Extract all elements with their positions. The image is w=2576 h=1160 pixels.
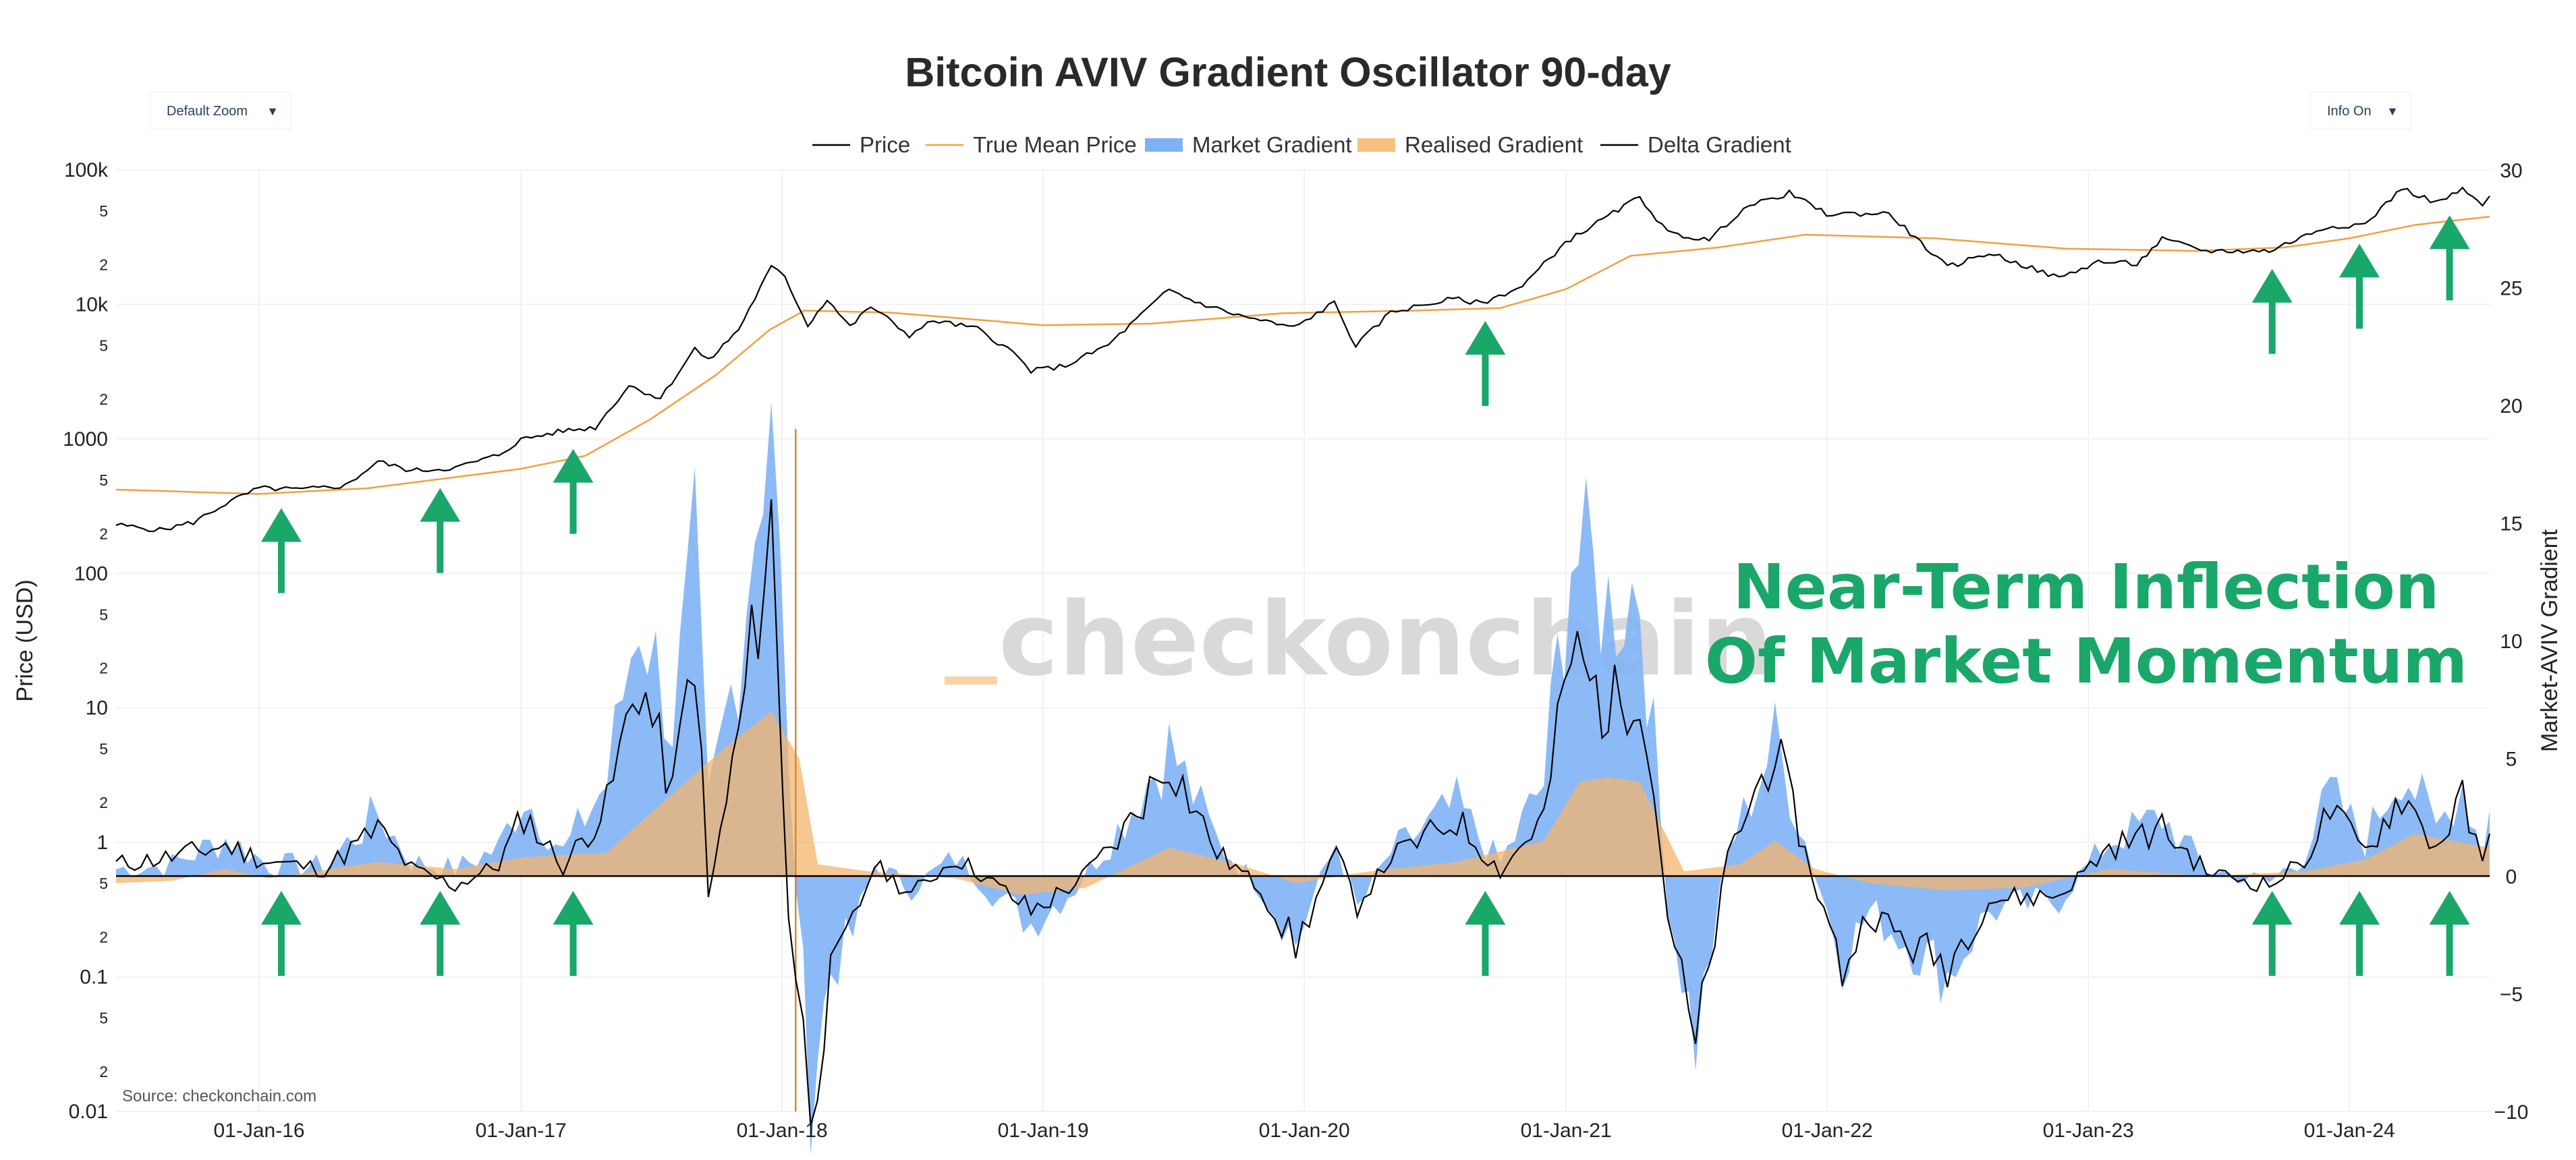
y-right-tick-label: 5 xyxy=(2506,749,2517,771)
watermark: checkonchain xyxy=(999,581,1772,699)
y-left-minor-tick-label: 2 xyxy=(99,525,108,542)
y-left-tick-label: 1 xyxy=(96,832,108,854)
plot-area xyxy=(115,186,2491,1156)
zoom-dropdown-label: Default Zoom xyxy=(167,104,248,119)
delta-gradient-line xyxy=(115,499,2491,1126)
chevron-down-icon: ▼ xyxy=(267,105,279,118)
zoom-dropdown[interactable]: Default Zoom ▼ xyxy=(150,92,291,129)
up-arrow-icon xyxy=(420,488,461,573)
up-arrow-icon xyxy=(2429,891,2470,976)
up-arrow-icon xyxy=(2339,243,2380,329)
legend-label: Realised Gradient xyxy=(1405,132,1583,157)
y-left-minor-tick-label: 5 xyxy=(99,202,108,220)
info-dropdown-label: Info On xyxy=(2327,104,2372,119)
y-left-minor-tick-label: 2 xyxy=(99,929,108,946)
info-dropdown[interactable]: Info On ▼ xyxy=(2310,92,2411,129)
x-tick-label: 01-Jan-16 xyxy=(214,1120,305,1142)
legend-label: Market Gradient xyxy=(1192,132,1352,157)
y-right-tick-label: 15 xyxy=(2500,513,2522,535)
up-arrow-icon xyxy=(2251,891,2293,976)
y-left-tick-label: 10 xyxy=(86,697,108,720)
x-tick-label: 01-Jan-19 xyxy=(998,1120,1089,1142)
y-left-tick-label: 100 xyxy=(74,562,108,585)
market-gradient-area xyxy=(116,401,2490,1156)
y-right-tick-label: 0 xyxy=(2506,866,2517,888)
legend-label: Price xyxy=(860,132,910,157)
y-right-tick-label: −5 xyxy=(2500,984,2523,1006)
price-line xyxy=(115,186,2490,532)
up-arrow-icon xyxy=(420,891,461,976)
chevron-down-icon: ▼ xyxy=(2386,105,2399,118)
true-mean-price-line xyxy=(115,215,2490,495)
annotation-line-2: Of Market Momentum xyxy=(1705,625,2467,697)
y-left-minor-tick-label: 5 xyxy=(99,741,108,758)
up-arrow-icon xyxy=(2251,268,2293,354)
legend-item: Delta Gradient xyxy=(1600,132,1791,157)
chart-legend: Price True Mean Price Market Gradient Reali… xyxy=(812,132,1791,157)
y-left-tick-label: 100k xyxy=(64,159,109,181)
y-left-minor-tick-label: 2 xyxy=(99,660,108,677)
y-left-minor-tick-label: 2 xyxy=(99,1063,108,1080)
up-arrow-icon xyxy=(1465,891,1506,976)
up-arrow-icon xyxy=(553,891,594,976)
y-left-minor-tick-label: 5 xyxy=(99,1010,108,1027)
realised-gradient-area xyxy=(116,711,2490,895)
up-arrow-icon xyxy=(260,508,302,593)
y-left-minor-tick-label: 2 xyxy=(99,256,108,273)
y-right-tick-label: 25 xyxy=(2500,278,2522,300)
legend-item: True Mean Price xyxy=(926,132,1137,157)
x-tick-label: 01-Jan-18 xyxy=(737,1120,828,1142)
y-left-tick-label: 0.1 xyxy=(80,966,108,989)
y-left-tick-label: 0.01 xyxy=(69,1101,108,1123)
watermark-underscore xyxy=(945,676,997,685)
y-right-tick-label: −10 xyxy=(2494,1101,2529,1124)
chart-title: Bitcoin AVIV Gradient Oscillator 90-day xyxy=(905,49,1671,95)
annotation-line-1: Near-Term Inflection xyxy=(1733,551,2440,623)
up-arrow-icon xyxy=(2339,891,2380,976)
legend-swatch xyxy=(1145,138,1183,152)
x-tick-label: 01-Jan-22 xyxy=(1782,1120,1873,1142)
y-right-tick-label: 30 xyxy=(2500,160,2522,182)
y-right-axis-title: Market-AVIV Gradient xyxy=(2537,529,2563,752)
legend-item: Market Gradient xyxy=(1145,132,1352,157)
legend-swatch xyxy=(1357,138,1395,152)
x-tick-label: 01-Jan-21 xyxy=(1521,1120,1612,1142)
legend-item: Realised Gradient xyxy=(1357,132,1583,157)
y-left-minor-tick-label: 5 xyxy=(99,337,108,354)
grid-lines xyxy=(116,169,2490,1112)
x-tick-label: 01-Jan-24 xyxy=(2304,1120,2395,1142)
y-left-minor-tick-label: 5 xyxy=(99,875,108,892)
y-left-axis-title: Price (USD) xyxy=(12,579,38,701)
legend-label: Delta Gradient xyxy=(1648,132,1791,157)
x-tick-label: 01-Jan-20 xyxy=(1259,1120,1350,1142)
y-right-tick-label: 10 xyxy=(2500,631,2522,653)
source-note: Source: checkonchain.com xyxy=(122,1087,316,1105)
axes: 01-Jan-16 01-Jan-17 01-Jan-18 01-Jan-19 01-J… xyxy=(12,159,2563,1142)
y-left-minor-tick-label: 2 xyxy=(99,794,108,811)
y-left-tick-label: 1000 xyxy=(63,428,108,451)
y-left-tick-label: 10k xyxy=(76,293,109,316)
y-right-tick-label: 20 xyxy=(2500,395,2522,417)
x-tick-label: 01-Jan-23 xyxy=(2043,1120,2134,1142)
x-tick-label: 01-Jan-17 xyxy=(476,1120,567,1142)
y-left-minor-tick-label: 2 xyxy=(99,390,108,408)
up-arrow-icon xyxy=(1465,320,1506,406)
up-arrow-icon xyxy=(2429,215,2470,301)
y-left-minor-tick-label: 5 xyxy=(99,606,108,623)
up-arrow-icon xyxy=(260,891,302,976)
y-left-minor-tick-label: 5 xyxy=(99,471,108,489)
legend-label: True Mean Price xyxy=(973,132,1137,157)
up-arrow-icon xyxy=(553,448,594,534)
legend-item: Price xyxy=(812,132,910,157)
